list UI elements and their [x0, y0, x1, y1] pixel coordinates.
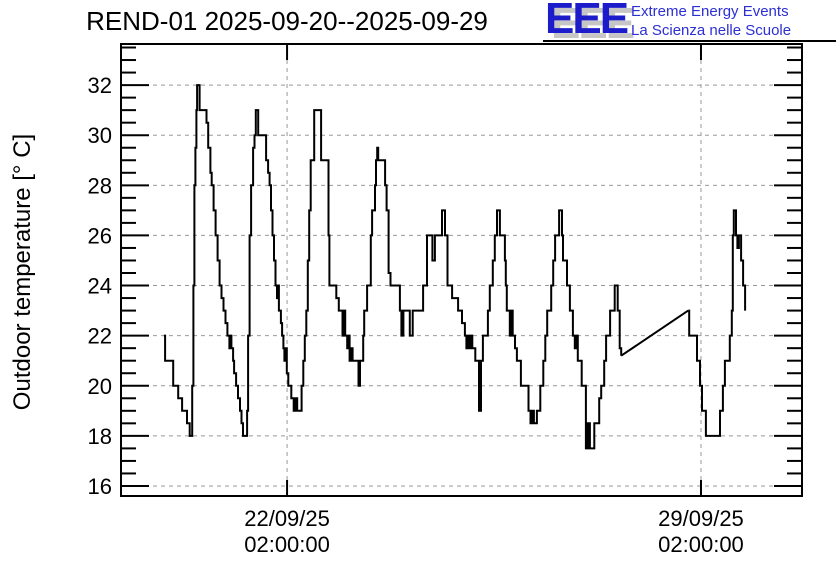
y-tick-label: 32 — [88, 73, 112, 98]
y-tick-label: 28 — [88, 173, 112, 198]
x-tick-label-date: 22/09/25 — [244, 506, 330, 531]
eee-logo-line1: Extreme Energy Events — [631, 3, 789, 20]
y-tick-label: 18 — [88, 424, 112, 449]
chart-title: REND-01 2025-09-20--2025-09-29 — [86, 6, 488, 36]
y-axis-title: Outdoor temperature [° C] — [9, 134, 36, 410]
y-tick-label: 30 — [88, 123, 112, 148]
eee-logo-acronym: EEE — [545, 0, 629, 43]
temperature-series-line — [620, 309, 689, 357]
y-tick-label: 16 — [88, 474, 112, 499]
plot-frame — [120, 43, 803, 497]
x-tick-label-time: 02:00:00 — [244, 532, 330, 557]
eee-logo-text: Extreme Energy Events La Scienza nelle S… — [631, 2, 791, 40]
temperature-series-steps — [688, 209, 747, 437]
y-tick-label: 22 — [88, 324, 112, 349]
x-tick-label-time: 02:00:00 — [658, 532, 744, 557]
y-tick-label: 20 — [88, 374, 112, 399]
eee-logo-underline — [543, 40, 836, 42]
y-tick-label: 26 — [88, 223, 112, 248]
temperature-series-steps — [163, 84, 623, 450]
x-tick-label-date: 29/09/25 — [658, 506, 744, 531]
eee-logo: EEE Extreme Energy Events La Scienza nel… — [543, 0, 836, 43]
eee-logo-line2: La Scienza nelle Scuole — [631, 22, 792, 39]
y-tick-label: 24 — [88, 274, 112, 299]
